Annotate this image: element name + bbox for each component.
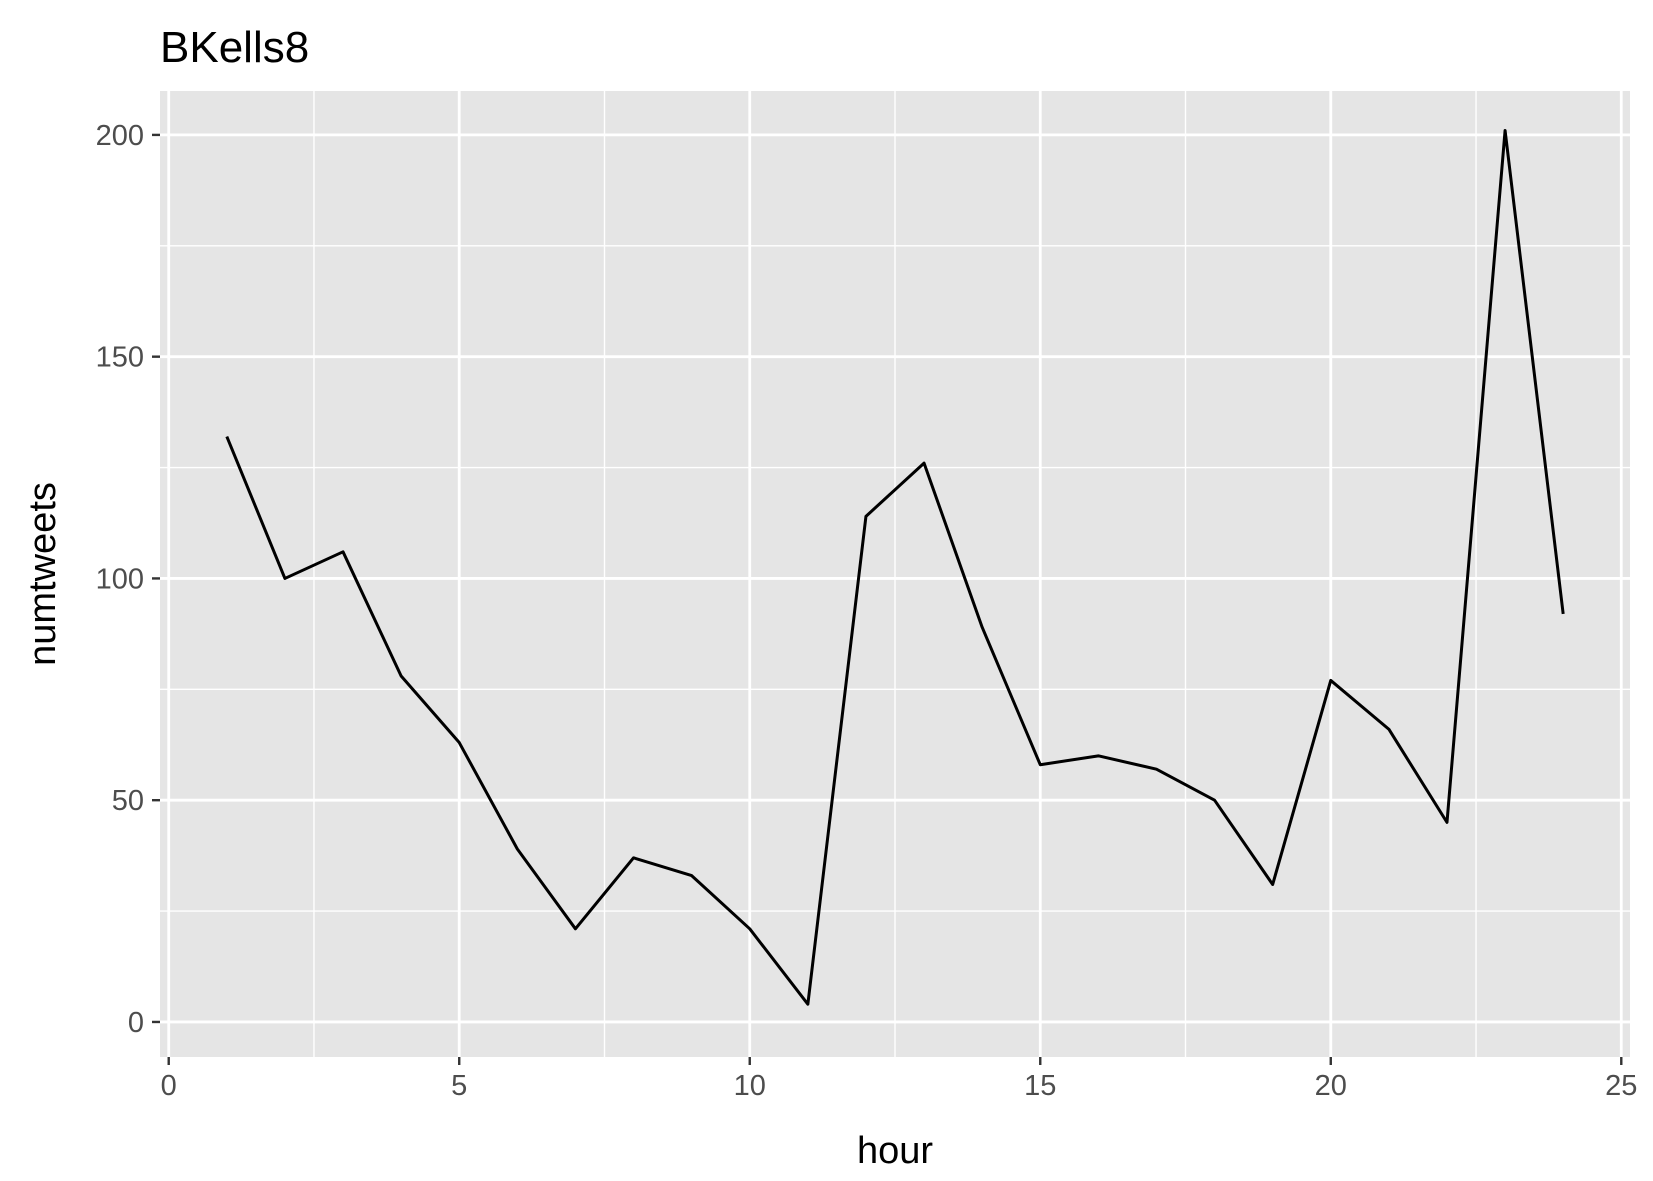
y-tick-label: 0 [128, 1007, 144, 1039]
y-tick-label: 150 [96, 342, 144, 374]
x-axis-ticks: 0 5 10 15 20 25 [161, 1057, 1637, 1102]
y-tick-label: 100 [96, 563, 144, 595]
x-tick-label: 5 [451, 1070, 467, 1102]
series-layer [225, 128, 1565, 1006]
series-line [225, 128, 1565, 1006]
y-axis-ticks: 0 50 100 150 200 [96, 120, 160, 1039]
minor-grid-lines [160, 91, 1630, 1057]
x-tick-label: 20 [1315, 1070, 1347, 1102]
x-tick-label: 25 [1605, 1070, 1637, 1102]
y-axis-title: numtweets [22, 482, 64, 666]
x-tick-label: 10 [734, 1070, 766, 1102]
x-tick-label: 0 [161, 1070, 177, 1102]
x-axis-title: hour [857, 1130, 933, 1172]
major-grid-lines [160, 91, 1630, 1057]
y-tick-label: 200 [96, 120, 144, 152]
x-tick-label: 15 [1024, 1070, 1056, 1102]
chart-title: BKells8 [160, 23, 309, 72]
y-tick-label: 50 [112, 785, 144, 817]
